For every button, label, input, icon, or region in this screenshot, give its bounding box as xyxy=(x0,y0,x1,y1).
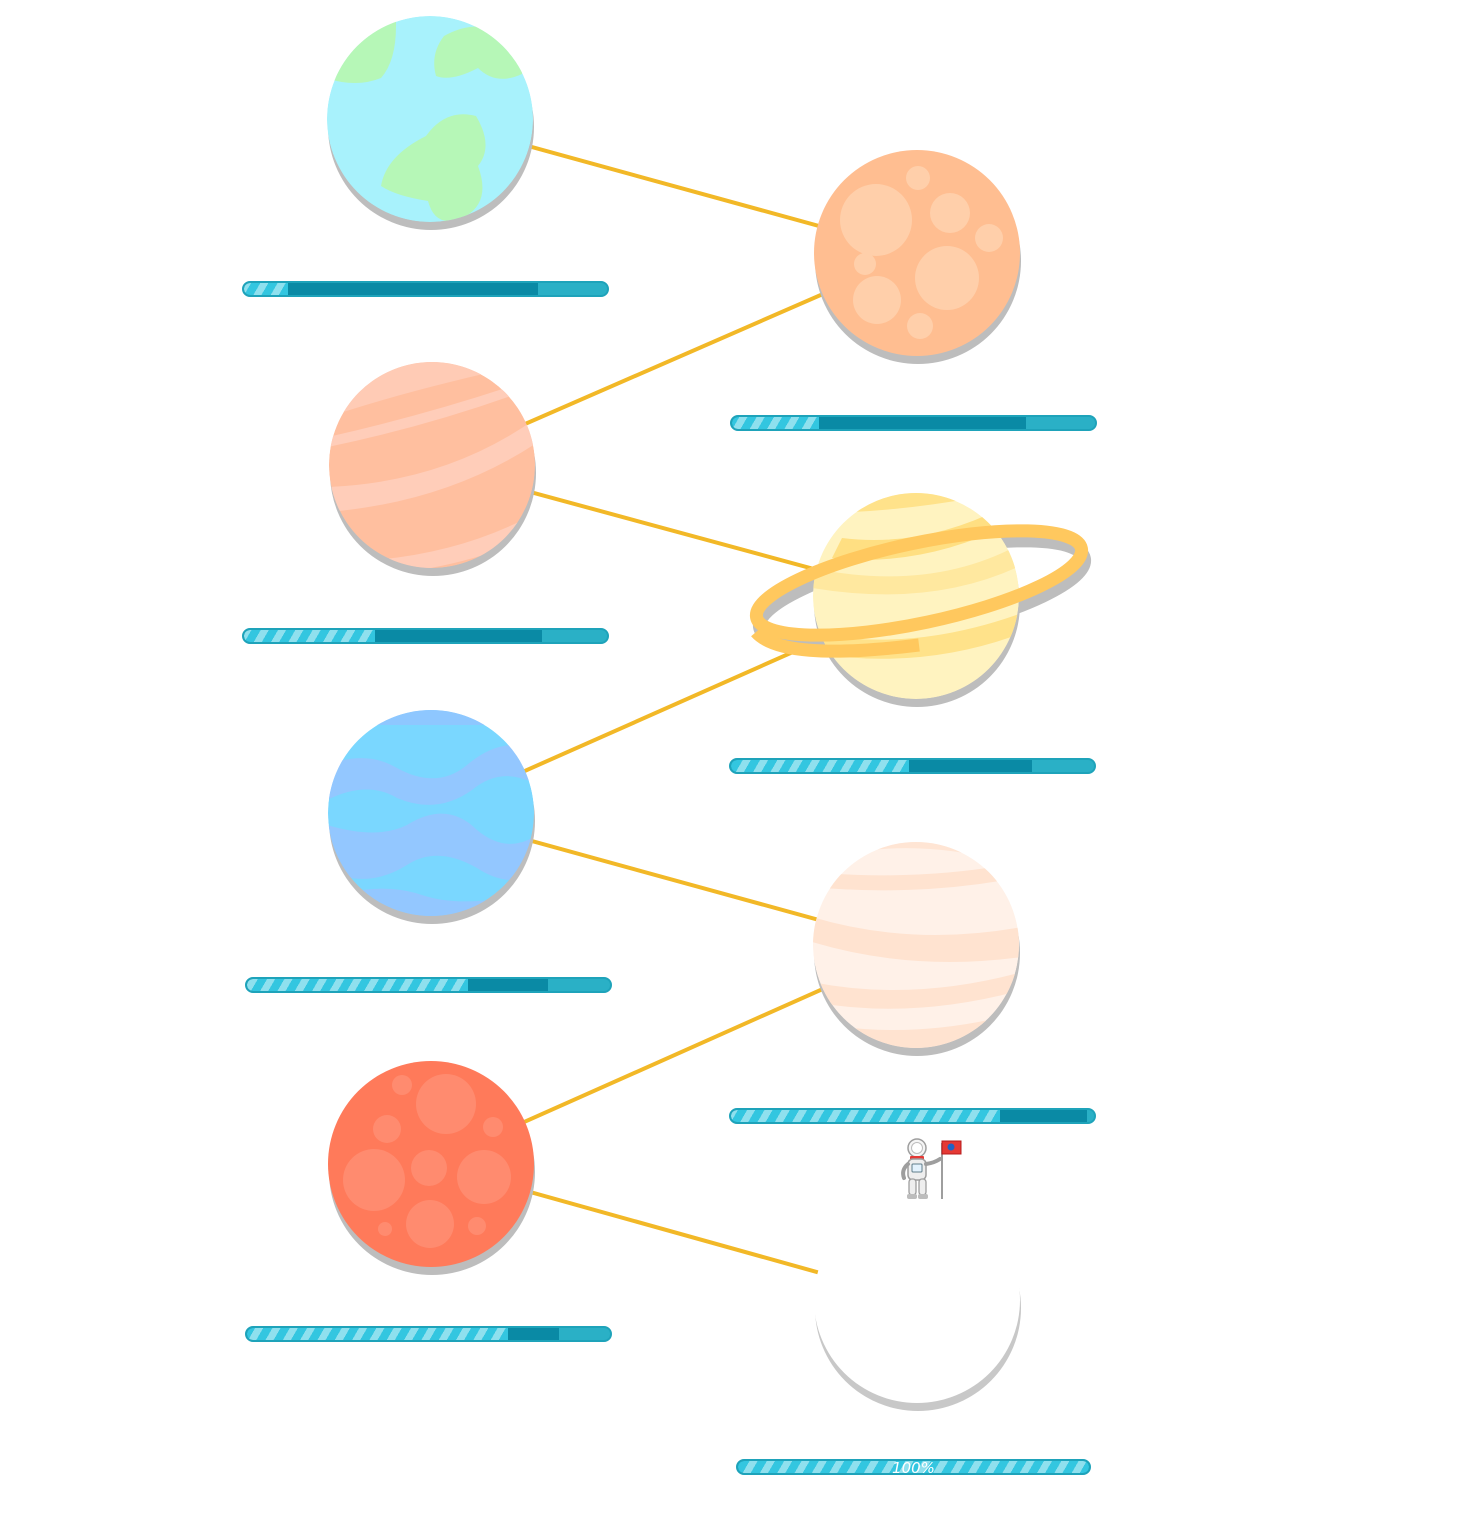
progress-fill xyxy=(244,630,375,642)
level-progress-bar xyxy=(245,1326,612,1342)
astronaut-with-flag-icon xyxy=(901,1138,962,1199)
level-progress-bar xyxy=(245,977,612,993)
progress-secondary xyxy=(244,283,539,295)
level-node-red-cratered[interactable] xyxy=(327,1061,537,1277)
level-node-cream-striped[interactable] xyxy=(812,842,1022,1058)
peach-striped-planet-icon xyxy=(329,362,536,576)
level-progress-bar xyxy=(729,758,1096,774)
white-planet-icon xyxy=(813,1197,1023,1411)
orange-cratered-planet-icon xyxy=(814,150,1021,364)
progress-fill xyxy=(731,760,909,772)
level-node-earth[interactable] xyxy=(326,16,536,232)
progress-percent-label: 100% xyxy=(892,1459,935,1475)
level-progress-bar xyxy=(242,628,609,644)
red-cratered-planet-icon xyxy=(328,1061,535,1275)
level-node-orange-cratered[interactable] xyxy=(813,150,1023,366)
blue-striped-planet-icon xyxy=(328,710,535,924)
level-progress-bar xyxy=(729,1108,1096,1124)
progress-fill xyxy=(738,1461,1089,1473)
progress-fill xyxy=(732,417,820,429)
progress-fill xyxy=(244,283,288,295)
yellow-ringed-planet-icon xyxy=(749,493,1092,707)
progress-fill xyxy=(731,1110,1000,1122)
level-progress-bar xyxy=(242,281,609,297)
level-progress-bar: 100% xyxy=(736,1459,1091,1475)
level-node-blue-striped[interactable] xyxy=(327,710,537,926)
progress-fill xyxy=(247,1328,509,1340)
progress-fill xyxy=(247,979,469,991)
level-node-peach-striped[interactable] xyxy=(328,362,538,578)
earth-planet-icon xyxy=(327,16,534,230)
level-progress-bar xyxy=(730,415,1097,431)
level-node-yellow-ringed[interactable] xyxy=(749,493,1092,709)
cream-striped-planet-icon xyxy=(813,842,1020,1056)
level-node-white[interactable] xyxy=(813,1197,1023,1413)
